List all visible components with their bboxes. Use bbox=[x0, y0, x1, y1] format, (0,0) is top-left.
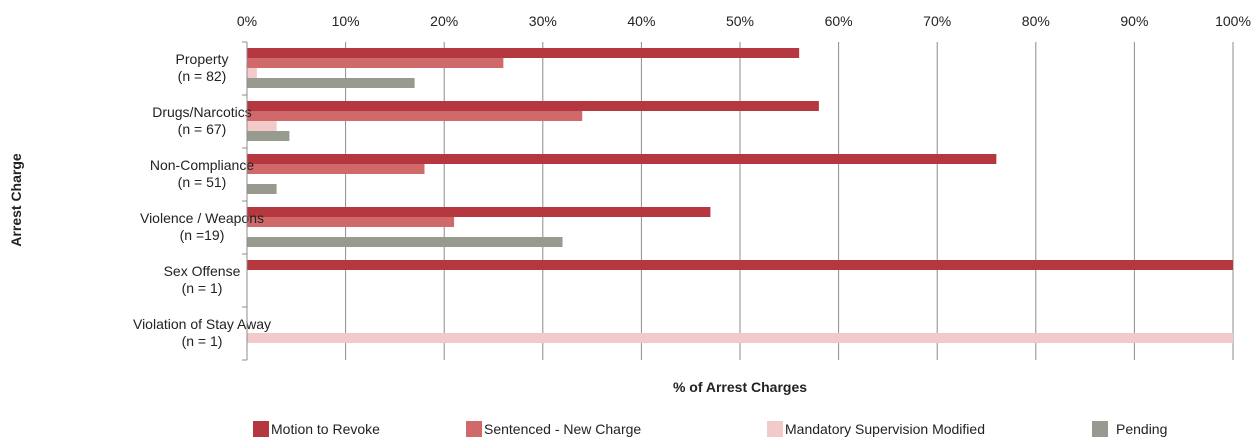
category-labels: Property (n = 82) Drugs/Narcotics (n = 67) N… bbox=[133, 51, 271, 349]
legend-swatch bbox=[767, 421, 783, 437]
legend-label: Pending bbox=[1116, 421, 1167, 437]
bar-pending bbox=[247, 237, 563, 247]
x-tick-label: 80% bbox=[1022, 13, 1050, 29]
bar-mandatory-supervision-modified bbox=[247, 68, 257, 78]
category-label: Non-Compliance (n = 51) bbox=[150, 157, 254, 190]
x-tick-label: 60% bbox=[825, 13, 853, 29]
bar-mandatory-supervision-modified bbox=[247, 333, 1233, 343]
legend: Motion to Revoke Sentenced - New Charge Ma… bbox=[253, 421, 1167, 437]
bar-pending bbox=[247, 131, 290, 141]
x-tick-label: 50% bbox=[726, 13, 754, 29]
bars bbox=[247, 48, 1233, 343]
bar-sentenced-new-charge bbox=[247, 58, 504, 68]
gridlines bbox=[242, 41, 1234, 361]
bar-pending bbox=[247, 184, 277, 194]
legend-label: Mandatory Supervision Modified bbox=[785, 421, 985, 437]
bar-sentenced-new-charge bbox=[247, 217, 455, 227]
bar-sentenced-new-charge bbox=[247, 111, 583, 121]
x-tick-label: 40% bbox=[627, 13, 655, 29]
bar-sentenced-new-charge bbox=[247, 164, 425, 174]
x-tick-label: 0% bbox=[237, 13, 257, 29]
y-axis-title: Arrest Charge bbox=[8, 153, 24, 247]
x-tick-labels: 0% 10% 20% 30% 40% 50% 60% 70% 80% 90% 100% bbox=[237, 13, 1251, 29]
x-tick-label: 100% bbox=[1215, 13, 1251, 29]
bar-mandatory-supervision-modified bbox=[247, 121, 277, 131]
bar-motion-to-revoke bbox=[247, 48, 800, 58]
category-label: Drugs/Narcotics (n = 67) bbox=[152, 104, 252, 137]
bar-motion-to-revoke bbox=[247, 101, 819, 111]
legend-label: Motion to Revoke bbox=[271, 421, 380, 437]
category-label: Violation of Stay Away (n = 1) bbox=[133, 316, 271, 349]
bar-motion-to-revoke bbox=[247, 207, 711, 217]
bar-motion-to-revoke bbox=[247, 154, 997, 164]
category-label: Property (n = 82) bbox=[176, 51, 229, 84]
x-tick-label: 90% bbox=[1120, 13, 1148, 29]
legend-label: Sentenced - New Charge bbox=[484, 421, 641, 437]
x-tick-label: 20% bbox=[430, 13, 458, 29]
x-axis-title: % of Arrest Charges bbox=[673, 379, 807, 395]
x-tick-label: 30% bbox=[529, 13, 557, 29]
bar-motion-to-revoke bbox=[247, 260, 1233, 270]
category-label: Sex Offense (n = 1) bbox=[164, 263, 241, 296]
bar-pending bbox=[247, 78, 415, 88]
x-tick-label: 10% bbox=[332, 13, 360, 29]
legend-swatch bbox=[253, 421, 269, 437]
legend-swatch bbox=[466, 421, 482, 437]
x-tick-label: 70% bbox=[923, 13, 951, 29]
category-label: Violence / Weapons (n =19) bbox=[140, 210, 264, 243]
legend-swatch bbox=[1092, 421, 1108, 437]
